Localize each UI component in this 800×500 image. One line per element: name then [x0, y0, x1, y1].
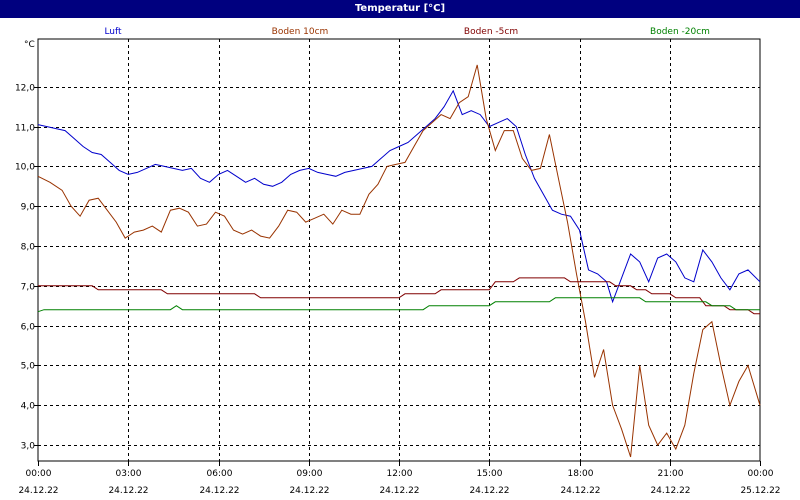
legend-entry: Boden 10cm	[272, 27, 329, 37]
series-lines	[37, 64, 761, 458]
legend-entry: Boden -20cm	[650, 27, 710, 37]
series-line-boden-10cm	[37, 64, 761, 458]
series-line-luft	[37, 89, 761, 304]
gridlines	[38, 39, 760, 461]
x-tick-time-label: 18:00	[568, 469, 594, 479]
x-tick-date-label: 24.12.22	[560, 486, 600, 496]
legend-entry: Luft	[104, 27, 122, 37]
x-tick-time-label: 21:00	[658, 469, 684, 479]
y-tick-label: 4,0	[21, 402, 36, 412]
x-tick-time-label: 03:00	[116, 469, 142, 479]
y-tick-label: 5,0	[21, 362, 36, 372]
x-tick-time-label: 09:00	[297, 469, 323, 479]
x-tick-time-label: 00:00	[748, 469, 774, 479]
x-tick-date-label: 24.12.22	[108, 486, 148, 496]
x-tick-date-label: 24.12.22	[199, 486, 239, 496]
y-tick-label: 3,0	[21, 442, 36, 452]
series-line-boden-5cm	[38, 277, 760, 315]
legend-entry: Boden -5cm	[464, 27, 518, 37]
y-axis-label: °C	[24, 40, 35, 50]
x-tick-time-label: 00:00	[26, 469, 52, 479]
legend: Luft Boden 10cm Boden -5cm Boden -20cm	[104, 27, 710, 37]
x-tick-date-label: 24.12.22	[18, 486, 58, 496]
x-tick-date-label: 25.12.22	[740, 486, 780, 496]
y-tick-label: 7,0	[21, 283, 36, 293]
x-tick-time-label: 12:00	[387, 469, 413, 479]
x-tick-time-label: 06:00	[207, 469, 233, 479]
y-axis: 3,0 4,0 5,0 6,0 7,0 8,0 9,0 10,0 11,0 12,0	[15, 84, 38, 452]
series-line-boden-20cm	[37, 297, 760, 313]
x-tick-date-label: 24.12.22	[289, 486, 329, 496]
y-tick-label: 8,0	[21, 243, 36, 253]
x-axis: 00:00 24.12.22 03:00 24.12.22 06:00 24.12.22 0…	[18, 461, 781, 496]
x-tick-date-label: 24.12.22	[469, 486, 509, 496]
x-tick-time-label: 15:00	[477, 469, 503, 479]
y-tick-label: 11,0	[15, 124, 35, 134]
x-tick-date-label: 24.12.22	[650, 486, 690, 496]
x-tick-date-label: 24.12.22	[379, 486, 419, 496]
y-tick-label: 9,0	[21, 203, 36, 213]
y-tick-label: 6,0	[21, 323, 36, 333]
y-tick-label: 10,0	[15, 163, 35, 173]
chart-title: Temperatur [°C]	[0, 0, 800, 18]
y-tick-label: 12,0	[15, 84, 35, 94]
